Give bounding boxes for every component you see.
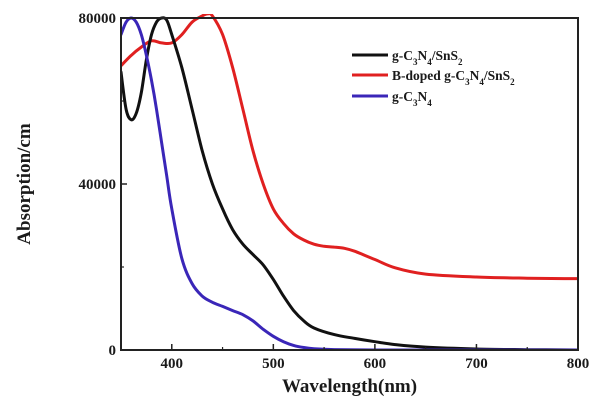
- y-axis-title: Absorption/cm: [14, 123, 35, 245]
- y-tick-label: 40000: [79, 177, 117, 193]
- x-tick-label: 800: [567, 356, 590, 372]
- legend-label-3: g-C3N4: [392, 89, 432, 108]
- series-line-1: [121, 16, 578, 350]
- series-line-2: [121, 14, 578, 281]
- x-axis-title: Wavelength(nm): [282, 376, 417, 397]
- axis-ticks: 400 500 600 700 800 0 40000 80000: [79, 11, 590, 372]
- x-tick-label: 400: [161, 356, 184, 372]
- legend-label-1: g-C3N4/SnS2: [392, 48, 463, 67]
- x-tick-label: 500: [262, 356, 285, 372]
- y-tick-label: 0: [109, 343, 117, 359]
- legend-label-2: B-doped g-C3N4/SnS2: [392, 68, 515, 87]
- x-tick-label: 600: [364, 356, 387, 372]
- x-tick-label: 700: [465, 356, 488, 372]
- y-tick-label: 80000: [79, 11, 117, 27]
- plot-series-group: [121, 14, 578, 350]
